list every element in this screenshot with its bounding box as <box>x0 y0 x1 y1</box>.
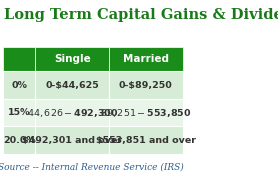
FancyBboxPatch shape <box>36 126 109 154</box>
FancyBboxPatch shape <box>36 48 109 71</box>
FancyBboxPatch shape <box>3 126 36 154</box>
Text: 15%: 15% <box>8 108 31 117</box>
FancyBboxPatch shape <box>109 126 183 154</box>
Text: 0%: 0% <box>11 81 27 90</box>
Text: 0-$89,250: 0-$89,250 <box>119 81 173 90</box>
Text: $553,851 and over: $553,851 and over <box>96 136 196 145</box>
Text: Single: Single <box>54 54 91 64</box>
Text: 20.0%: 20.0% <box>3 136 36 145</box>
Text: $89,251-$553,850: $89,251-$553,850 <box>100 107 192 119</box>
Text: Source -- Internal Revenue Service (IRS): Source -- Internal Revenue Service (IRS) <box>0 163 184 172</box>
Text: 0-$44,625: 0-$44,625 <box>45 81 99 90</box>
Text: $492,301 and over: $492,301 and over <box>22 136 122 145</box>
FancyBboxPatch shape <box>109 48 183 71</box>
FancyBboxPatch shape <box>3 99 36 126</box>
FancyBboxPatch shape <box>36 71 109 99</box>
Text: Married: Married <box>123 54 169 64</box>
FancyBboxPatch shape <box>36 99 109 126</box>
Text: Long Term Capital Gains & Dividends: Long Term Capital Gains & Dividends <box>4 8 278 22</box>
FancyBboxPatch shape <box>109 99 183 126</box>
FancyBboxPatch shape <box>109 71 183 99</box>
Text: $44,626-$492,300: $44,626-$492,300 <box>27 107 118 119</box>
FancyBboxPatch shape <box>3 71 36 99</box>
FancyBboxPatch shape <box>3 48 36 71</box>
